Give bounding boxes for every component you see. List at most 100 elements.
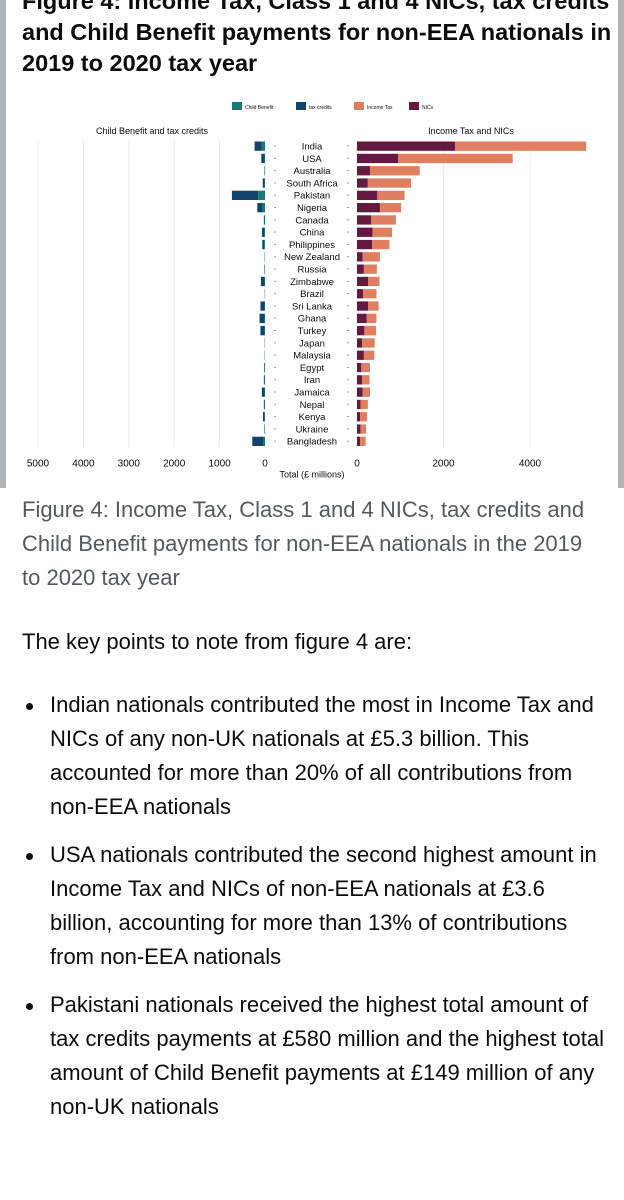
left-tick-label: 5000	[27, 459, 50, 470]
income-tax-bar	[360, 436, 366, 446]
left-tick-label: 2000	[163, 459, 186, 470]
tax-credits-bar	[260, 276, 265, 287]
income-tax-bar	[366, 313, 377, 323]
category-label: Brazil	[300, 289, 324, 300]
income-tax-bar	[360, 424, 367, 434]
income-tax-bar	[363, 289, 377, 299]
nics-bar	[357, 252, 363, 262]
income-tax-bar	[360, 412, 367, 422]
bullet-icon	[26, 853, 33, 860]
category-label: Bangladesh	[287, 437, 337, 448]
legend-swatch	[232, 102, 242, 110]
nics-bar	[357, 301, 369, 311]
nics-bar	[357, 313, 367, 323]
nics-bar	[357, 362, 362, 373]
tax-credits-bar	[263, 399, 265, 410]
income-tax-bar	[372, 227, 393, 237]
category-label: New Zealand	[284, 252, 340, 263]
nics-bar	[357, 375, 363, 385]
tax-credits-bar	[260, 301, 265, 311]
category-label: USA	[302, 154, 322, 165]
income-tax-bar	[364, 326, 377, 336]
figure-left-border	[0, 0, 6, 488]
nics-bar	[357, 338, 363, 348]
income-tax-bar	[363, 264, 377, 274]
nics-bar	[357, 141, 456, 151]
income-tax-bar	[361, 362, 370, 373]
category-label: South Africa	[286, 178, 338, 189]
key-point-pakistan: Pakistani nationals received the highest…	[22, 988, 612, 1124]
category-label: Malaysia	[293, 351, 331, 362]
figure-title: Figure 4: Income Tax, Class 1 and 4 NICs…	[22, 0, 612, 76]
nics-bar	[357, 424, 361, 434]
figure-caption: Figure 4: Income Tax, Class 1 and 4 NICs…	[22, 497, 585, 590]
tax-credits-bar	[264, 362, 265, 373]
nics-bar	[357, 350, 364, 360]
income-tax-bar	[372, 239, 390, 250]
category-label: Ukraine	[296, 424, 329, 435]
income-tax-bar	[363, 350, 375, 360]
right-tick-label: 2000	[432, 459, 455, 470]
left-tick-label: 1000	[208, 459, 231, 470]
nics-bar	[357, 387, 363, 397]
key-points-intro: The key points to note from figure 4 are…	[22, 629, 413, 654]
child-benefit-bar	[264, 239, 265, 250]
tax-credits-bar	[257, 203, 263, 213]
nics-bar	[357, 412, 361, 422]
tax-credits-bar	[259, 313, 265, 323]
left-panel-title: Child Benefit and tax credits	[96, 126, 209, 136]
income-tax-bar	[367, 178, 412, 188]
nics-bar	[357, 399, 361, 410]
key-point-text: Indian nationals contributed the most in…	[50, 692, 594, 819]
category-label: India	[302, 142, 323, 153]
legend-label: tax credits	[309, 105, 332, 111]
category-label: Japan	[299, 338, 325, 349]
tax-credits-bar	[262, 239, 265, 250]
income-tax-bar	[362, 252, 380, 262]
nics-bar	[357, 166, 370, 176]
income-tax-bar	[371, 215, 396, 225]
category-label: Iran	[304, 375, 320, 386]
nics-bar	[357, 153, 399, 164]
key-points-list: Indian nationals contributed the most in…	[22, 688, 612, 1138]
tax-credits-bar	[262, 227, 265, 237]
left-tick-label: 3000	[118, 459, 141, 470]
x-axis-label: Total (£ millions)	[279, 470, 344, 480]
figure-4-chart: Child Benefit tax credits Income Tax NICs Ch…	[27, 102, 587, 480]
category-label: Pakistan	[294, 191, 330, 202]
category-label: Russia	[297, 265, 327, 276]
income-tax-bar	[455, 141, 587, 151]
key-point-text: USA nationals contributed the second hig…	[50, 842, 597, 969]
bullet-icon	[26, 1003, 33, 1010]
tax-credits-bar	[263, 375, 265, 385]
category-label: Egypt	[300, 363, 325, 374]
bullet-icon	[26, 703, 33, 710]
income-tax-bar	[360, 399, 368, 410]
child-benefit-bar	[258, 190, 265, 200]
category-label: Zimbabwe	[290, 277, 334, 288]
tax-credits-bar	[254, 141, 262, 151]
category-label: Australia	[294, 166, 332, 177]
nics-bar	[357, 289, 364, 299]
tax-credits-bar	[260, 326, 265, 336]
category-label: Nepal	[300, 400, 325, 411]
legend-swatch	[296, 102, 306, 110]
category-label: Turkey	[298, 326, 327, 337]
tax-credits-bar	[261, 153, 265, 164]
income-tax-bar	[368, 301, 379, 311]
left-tick-label: 0	[262, 459, 268, 470]
child-benefit-bar	[262, 203, 265, 213]
category-label: Sri Lanka	[292, 301, 333, 312]
income-tax-bar	[362, 375, 370, 385]
category-label: Kenya	[299, 412, 327, 423]
nics-bar	[357, 215, 372, 225]
tax-credits-bar	[262, 412, 265, 422]
income-tax-bar	[362, 338, 375, 348]
child-benefit-bar	[261, 141, 265, 151]
child-benefit-bar	[263, 436, 265, 446]
nics-bar	[357, 326, 365, 336]
nics-bar	[357, 178, 368, 188]
nics-bar	[357, 276, 369, 287]
tax-credits-bar	[261, 387, 265, 397]
nics-bar	[357, 264, 364, 274]
